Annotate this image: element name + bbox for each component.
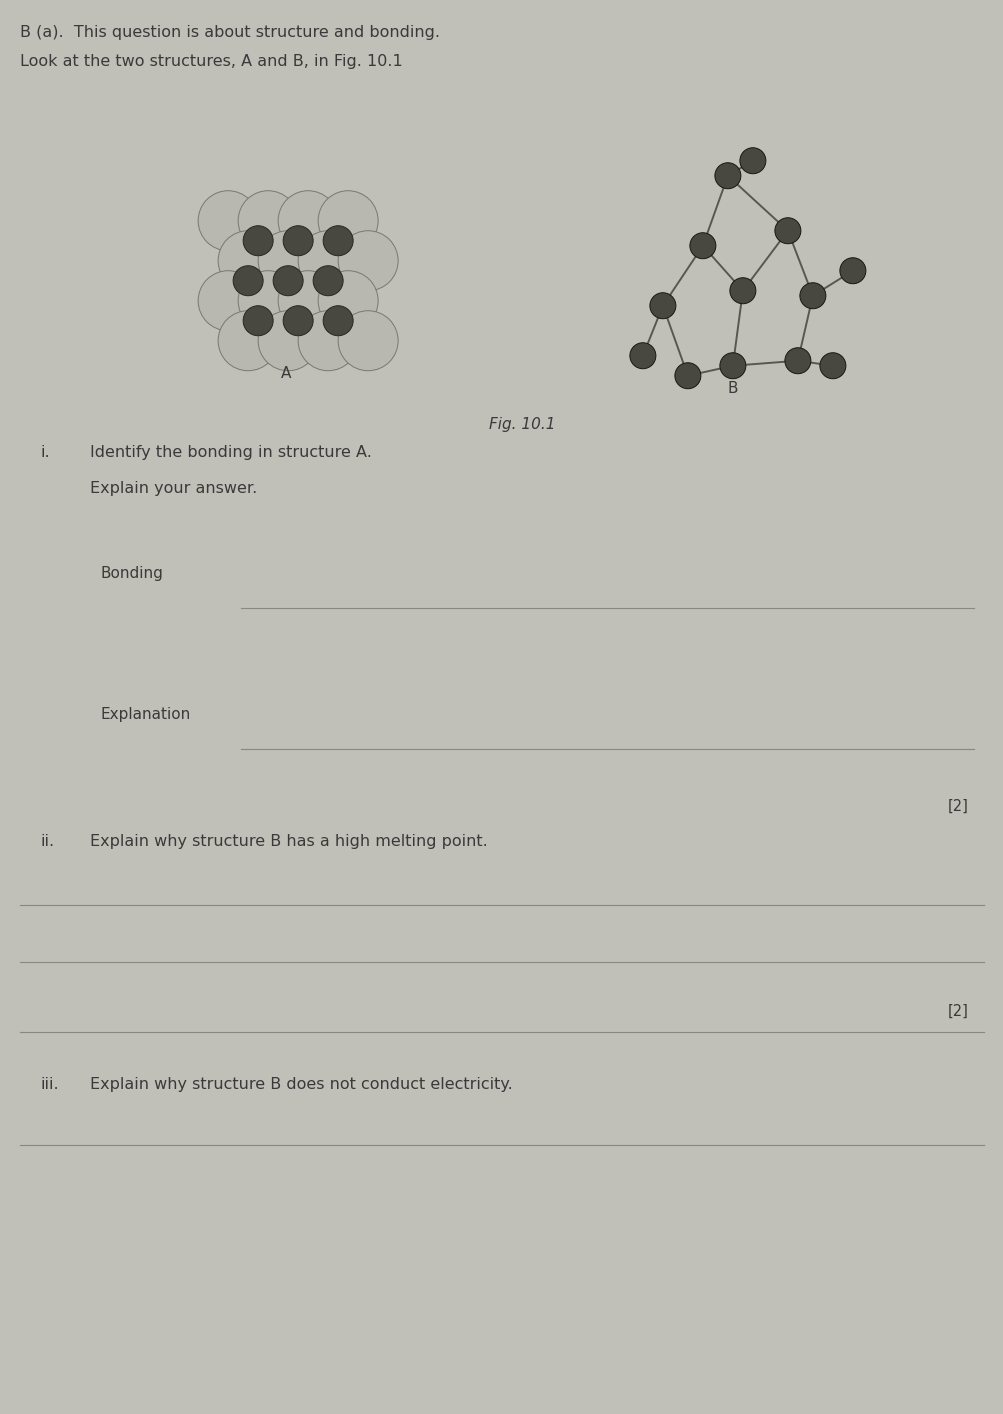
- Text: Bonding: Bonding: [100, 566, 163, 581]
- Circle shape: [649, 293, 675, 318]
- Circle shape: [198, 191, 258, 250]
- Circle shape: [674, 363, 700, 389]
- Circle shape: [278, 270, 338, 331]
- Circle shape: [840, 257, 865, 284]
- Circle shape: [243, 305, 273, 335]
- Text: Look at the two structures, A and B, in Fig. 10.1: Look at the two structures, A and B, in …: [20, 54, 402, 69]
- Circle shape: [819, 352, 846, 379]
- Circle shape: [629, 342, 655, 369]
- Circle shape: [799, 283, 825, 308]
- Circle shape: [298, 230, 358, 291]
- Text: B (a).  This question is about structure and bonding.: B (a). This question is about structure …: [20, 25, 439, 41]
- Circle shape: [258, 230, 318, 291]
- Circle shape: [258, 311, 318, 370]
- Circle shape: [338, 311, 398, 370]
- Circle shape: [313, 266, 343, 296]
- Circle shape: [739, 147, 765, 174]
- Text: Explain why structure B has a high melting point.: Explain why structure B has a high melti…: [90, 834, 487, 850]
- Circle shape: [719, 352, 745, 379]
- Circle shape: [273, 266, 303, 296]
- Text: B: B: [727, 380, 737, 396]
- Circle shape: [323, 305, 353, 335]
- Circle shape: [218, 230, 278, 291]
- Circle shape: [278, 191, 338, 250]
- Circle shape: [218, 311, 278, 370]
- Circle shape: [714, 163, 740, 188]
- Text: i.: i.: [40, 445, 50, 461]
- Circle shape: [298, 311, 358, 370]
- Text: Explanation: Explanation: [100, 707, 191, 723]
- Circle shape: [283, 305, 313, 335]
- Text: [2]: [2]: [947, 1004, 968, 1019]
- Circle shape: [338, 230, 398, 291]
- Text: [2]: [2]: [947, 799, 968, 814]
- Circle shape: [233, 266, 263, 296]
- Text: Explain why structure B does not conduct electricity.: Explain why structure B does not conduct…: [90, 1077, 513, 1093]
- Circle shape: [238, 191, 298, 250]
- Circle shape: [784, 348, 810, 373]
- Text: iii.: iii.: [40, 1077, 59, 1093]
- Text: Explain your answer.: Explain your answer.: [90, 481, 258, 496]
- Circle shape: [318, 270, 378, 331]
- Circle shape: [689, 233, 715, 259]
- Circle shape: [243, 226, 273, 256]
- Circle shape: [283, 226, 313, 256]
- Circle shape: [774, 218, 800, 243]
- Text: Fig. 10.1: Fig. 10.1: [488, 417, 555, 433]
- Circle shape: [238, 270, 298, 331]
- Circle shape: [729, 277, 755, 304]
- Text: ii.: ii.: [40, 834, 54, 850]
- Circle shape: [198, 270, 258, 331]
- Text: A: A: [281, 366, 291, 380]
- Circle shape: [318, 191, 378, 250]
- Text: Identify the bonding in structure A.: Identify the bonding in structure A.: [90, 445, 372, 461]
- Circle shape: [323, 226, 353, 256]
